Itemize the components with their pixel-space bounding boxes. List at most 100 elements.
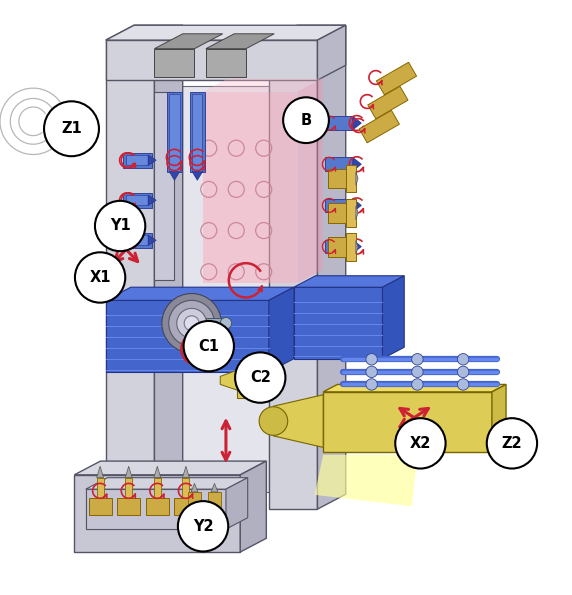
Polygon shape	[252, 356, 271, 397]
Circle shape	[259, 407, 288, 436]
Polygon shape	[148, 155, 156, 165]
Polygon shape	[106, 287, 294, 300]
Polygon shape	[294, 275, 404, 287]
Polygon shape	[346, 199, 356, 227]
Polygon shape	[226, 478, 248, 529]
Text: Z2: Z2	[502, 436, 522, 451]
Polygon shape	[154, 34, 223, 49]
Polygon shape	[273, 394, 323, 447]
Polygon shape	[123, 233, 152, 248]
Polygon shape	[126, 155, 148, 165]
Polygon shape	[325, 157, 353, 171]
Polygon shape	[328, 203, 346, 223]
Polygon shape	[323, 384, 506, 392]
Polygon shape	[206, 34, 274, 49]
Polygon shape	[86, 489, 226, 529]
Polygon shape	[182, 478, 189, 497]
Polygon shape	[74, 461, 267, 475]
Polygon shape	[208, 492, 221, 518]
Polygon shape	[190, 92, 205, 172]
Polygon shape	[126, 195, 148, 205]
Circle shape	[162, 293, 221, 353]
Text: C2: C2	[250, 370, 271, 385]
Polygon shape	[154, 92, 174, 280]
Circle shape	[75, 252, 125, 303]
Text: Z1: Z1	[61, 121, 82, 136]
Circle shape	[44, 101, 99, 156]
Polygon shape	[191, 483, 198, 492]
Circle shape	[458, 379, 469, 390]
Polygon shape	[174, 497, 197, 515]
Polygon shape	[317, 25, 345, 509]
Polygon shape	[167, 92, 182, 172]
Polygon shape	[74, 475, 240, 552]
Circle shape	[178, 501, 228, 552]
Polygon shape	[106, 25, 182, 40]
Circle shape	[235, 352, 285, 403]
Text: X2: X2	[410, 436, 431, 451]
Polygon shape	[106, 25, 345, 40]
Text: B: B	[300, 112, 312, 128]
Circle shape	[412, 353, 423, 365]
Polygon shape	[356, 172, 358, 186]
Polygon shape	[346, 165, 356, 192]
Text: C1: C1	[198, 339, 219, 353]
Polygon shape	[353, 240, 362, 253]
Circle shape	[184, 316, 199, 331]
Polygon shape	[328, 169, 346, 188]
Polygon shape	[356, 206, 358, 220]
Circle shape	[458, 366, 469, 378]
Polygon shape	[125, 478, 132, 497]
Circle shape	[458, 353, 469, 365]
Polygon shape	[169, 95, 180, 172]
Polygon shape	[182, 466, 189, 478]
Polygon shape	[328, 237, 346, 257]
Polygon shape	[206, 318, 226, 329]
Circle shape	[395, 418, 446, 468]
Polygon shape	[148, 235, 156, 246]
Polygon shape	[325, 240, 353, 253]
Polygon shape	[123, 153, 152, 168]
Circle shape	[220, 318, 232, 329]
Polygon shape	[383, 275, 404, 359]
Polygon shape	[269, 25, 345, 40]
Polygon shape	[86, 478, 248, 489]
Polygon shape	[240, 461, 267, 552]
Polygon shape	[376, 62, 416, 95]
Polygon shape	[146, 497, 169, 515]
Polygon shape	[154, 478, 161, 497]
Polygon shape	[356, 240, 358, 254]
Polygon shape	[154, 25, 182, 509]
Polygon shape	[106, 300, 269, 372]
Circle shape	[177, 308, 206, 338]
Polygon shape	[317, 25, 345, 80]
Polygon shape	[192, 95, 202, 172]
Polygon shape	[203, 79, 323, 92]
Polygon shape	[237, 356, 271, 366]
Circle shape	[95, 201, 145, 251]
Polygon shape	[353, 157, 362, 171]
Circle shape	[366, 353, 378, 365]
Polygon shape	[86, 489, 226, 529]
Circle shape	[169, 300, 214, 346]
Polygon shape	[97, 466, 104, 478]
Polygon shape	[154, 466, 161, 478]
Circle shape	[366, 379, 378, 390]
Circle shape	[412, 379, 423, 390]
Polygon shape	[125, 466, 132, 478]
Polygon shape	[325, 199, 353, 212]
Polygon shape	[368, 86, 408, 119]
Polygon shape	[106, 40, 317, 80]
Polygon shape	[353, 116, 362, 130]
Polygon shape	[492, 384, 506, 452]
Polygon shape	[154, 86, 269, 492]
Polygon shape	[106, 40, 154, 509]
Polygon shape	[323, 392, 492, 452]
Polygon shape	[154, 49, 194, 77]
Polygon shape	[237, 366, 252, 397]
Polygon shape	[315, 455, 418, 506]
Polygon shape	[203, 92, 297, 283]
Text: Y2: Y2	[193, 519, 213, 534]
Polygon shape	[325, 116, 353, 130]
Polygon shape	[353, 199, 362, 212]
